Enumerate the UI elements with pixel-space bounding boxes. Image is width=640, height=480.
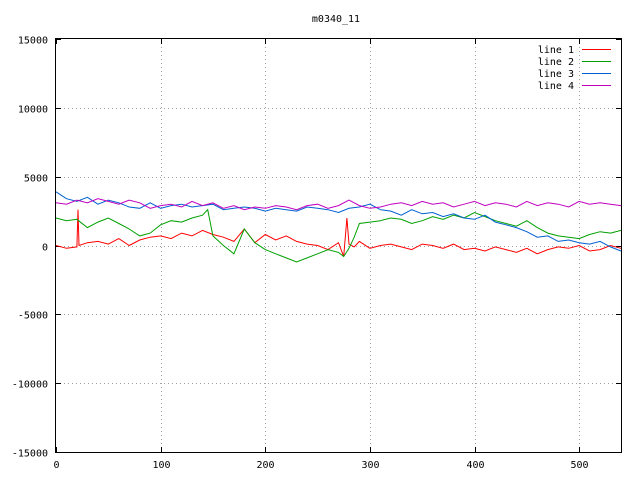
plot-frame (55, 38, 622, 453)
x-tick-label: 300 (361, 460, 379, 471)
grid (56, 39, 621, 452)
series-lines (55, 191, 622, 263)
legend-label: line 1 (538, 45, 574, 56)
legend-label: line 4 (538, 81, 574, 92)
series-line (55, 209, 622, 257)
y-tick-label: 15000 (18, 36, 48, 47)
legend-label: line 3 (538, 69, 574, 80)
y-tick-label: 10000 (18, 105, 48, 116)
y-tick-label: 0 (42, 243, 48, 254)
chart-title: m0340_11 (312, 14, 360, 25)
series-line (55, 208, 622, 263)
axis-ticks: 0 100 200 300 400 500 -15000 -10000 -5000 0 5000 10… (12, 36, 621, 471)
series-line (55, 198, 622, 211)
y-tick-label: -10000 (12, 380, 48, 391)
x-tick-label: 100 (152, 460, 170, 471)
y-tick-label: -5000 (18, 311, 48, 322)
series-line (55, 191, 622, 252)
legend-label: line 2 (538, 57, 574, 68)
y-tick-label: 5000 (24, 174, 48, 185)
y-tick-label: -15000 (12, 449, 48, 460)
x-tick-label: 0 (53, 460, 59, 471)
x-tick-label: 500 (570, 460, 588, 471)
x-tick-label: 200 (256, 460, 274, 471)
x-tick-label: 400 (466, 460, 484, 471)
